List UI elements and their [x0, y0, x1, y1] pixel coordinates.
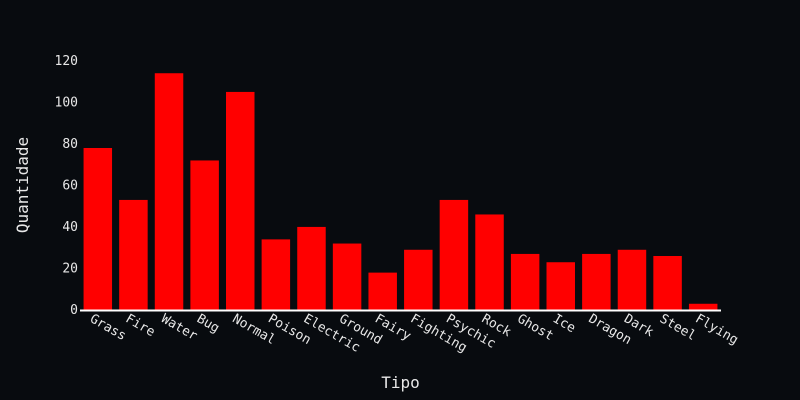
y-tick-label: 100 [55, 95, 78, 110]
y-tick-label: 0 [70, 303, 78, 318]
y-tick-label: 120 [55, 54, 78, 69]
bar-steel [653, 256, 682, 310]
bar-ground [332, 243, 362, 310]
x-tick-label: Grass [87, 311, 128, 344]
x-tick-label: Fire [123, 311, 158, 340]
bar-bug [190, 160, 219, 310]
bar-fighting [404, 249, 433, 310]
bar-ice [546, 262, 575, 310]
y-axis-title: Quantidade [13, 137, 32, 233]
y-tick-label: 60 [62, 178, 78, 193]
bar-dark [617, 249, 647, 310]
x-tick-label: Flying [693, 311, 741, 347]
bar-normal [226, 91, 255, 310]
bar-fire [119, 199, 148, 310]
y-tick-label: 20 [62, 261, 78, 276]
y-axis-ticks: 0 20 40 60 80 100 120 [55, 54, 78, 318]
y-tick-label: 80 [62, 137, 78, 152]
x-tick-label: Water [158, 311, 200, 344]
bar-rock [475, 214, 504, 310]
bar-ghost [510, 253, 540, 310]
x-tick-label: Steel [657, 311, 698, 344]
bar-water [154, 73, 184, 310]
x-tick-label: Ghost [514, 311, 555, 344]
bar-grass [83, 148, 113, 310]
y-tick-label: 40 [62, 220, 78, 235]
bar-psychic [439, 199, 469, 310]
bar-fairy [368, 272, 397, 310]
bar-flying [688, 303, 718, 310]
bar-electric [297, 226, 326, 310]
bar-poison [261, 239, 291, 310]
bar-dragon [582, 253, 611, 310]
x-axis-title: Tipo [381, 373, 420, 392]
bars-group [83, 73, 718, 310]
